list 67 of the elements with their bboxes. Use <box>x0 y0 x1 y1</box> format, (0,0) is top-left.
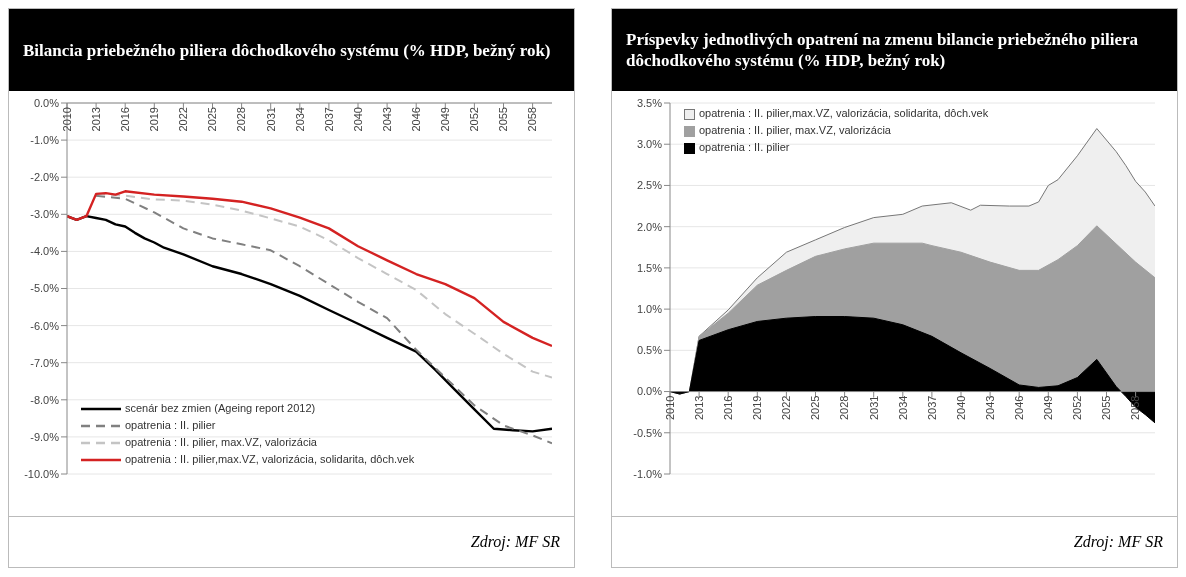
x-tick-label: 2028 <box>838 395 851 421</box>
x-tick-label: 2034 <box>896 395 909 421</box>
chart-title: Príspevky jednotlivých opatrení na zmenu bilancie priebežného piliera dôchodkového systému (% HDP, bežný rok) <box>626 29 1140 71</box>
y-tick-label: -0.5% <box>633 426 663 439</box>
x-tick-label: 2049 <box>439 107 452 132</box>
y-tick-label: 0.0% <box>33 96 60 109</box>
x-tick-label: 2058 <box>1129 395 1142 421</box>
x-tick-label: 2052 <box>468 107 481 132</box>
x-tick-label: 2013 <box>89 107 102 132</box>
x-tick-label: 2025 <box>206 107 219 132</box>
x-tick-label: 2025 <box>809 395 822 421</box>
y-tick-label: -5.0% <box>30 282 60 295</box>
y-tick-label: 2.5% <box>636 179 663 192</box>
legend-label: opatrenia : II. pilier,max.VZ, valorizácia, solidarita, dôch.vek <box>699 107 989 119</box>
legend-label: opatrenia : II. pilier, max.VZ, valorizácia <box>699 124 891 136</box>
y-tick-label: -6.0% <box>30 319 60 332</box>
chart-title: Bilancia priebežného piliera dôchodkového systému (% HDP, bežný rok) <box>23 39 551 61</box>
y-tick-label: 3.5% <box>636 96 663 109</box>
x-tick-label: 2037 <box>322 107 335 132</box>
y-tick-label: 0.0% <box>636 385 663 398</box>
y-tick-label: -9.0% <box>30 430 60 443</box>
x-tick-label: 2019 <box>148 107 161 132</box>
x-tick-label: 2022 <box>177 107 190 132</box>
x-tick-label: 2055 <box>1100 395 1113 421</box>
x-tick-label: 2055 <box>497 107 510 132</box>
text: Zdroj: MF SR <box>470 533 560 551</box>
y-tick-label: -2.0% <box>30 171 60 184</box>
x-tick-label: 2031 <box>867 395 880 421</box>
x-tick-label: 2016 <box>119 107 132 132</box>
legend-label: opatrenia : II. pilier,max.VZ, valorizácia, solidarita, dôch.vek <box>125 453 415 465</box>
y-tick-label: 1.5% <box>636 261 663 274</box>
x-tick-label: 2010 <box>60 107 73 132</box>
x-tick-label: 2022 <box>780 395 793 421</box>
x-tick-label: 2043 <box>983 395 996 421</box>
y-tick-label: -7.0% <box>30 356 60 369</box>
y-tick-label: 3.0% <box>636 138 663 151</box>
y-tick-label: -1.0% <box>633 467 663 480</box>
x-tick-label: 2013 <box>692 395 705 421</box>
y-tick-label: 1.0% <box>636 303 663 316</box>
y-tick-label: -4.0% <box>30 245 60 258</box>
y-tick-label: -10.0% <box>24 467 60 480</box>
legend-label: opatrenia : II. pilier <box>699 141 790 153</box>
x-tick-label: 2043 <box>380 107 393 132</box>
y-tick-label: -8.0% <box>30 393 60 406</box>
x-tick-label: 2046 <box>410 107 423 132</box>
x-tick-label: 2040 <box>954 395 967 421</box>
text: Zdroj: MF SR <box>1073 533 1163 551</box>
y-tick-label: 0.5% <box>636 344 663 357</box>
x-tick-label: 2028 <box>235 107 248 132</box>
x-tick-label: 2031 <box>264 107 277 132</box>
y-tick-label: -3.0% <box>30 208 60 221</box>
y-tick-label: 2.0% <box>636 220 663 233</box>
x-tick-label: 2034 <box>293 107 306 132</box>
x-tick-label: 2040 <box>351 107 364 132</box>
line-series <box>67 190 552 348</box>
legend-label: scenár bez zmien (Ageing report 2012) <box>125 402 316 414</box>
x-tick-label: 2049 <box>1042 395 1055 421</box>
x-tick-label: 2046 <box>1013 395 1026 421</box>
x-tick-label: 2010 <box>663 395 676 421</box>
x-tick-label: 2019 <box>751 395 764 421</box>
x-tick-label: 2037 <box>925 395 938 421</box>
x-tick-label: 2016 <box>722 395 735 421</box>
legend-label: opatrenia : II. pilier <box>125 419 216 431</box>
x-tick-label: 2052 <box>1071 395 1084 421</box>
y-tick-label: -1.0% <box>30 134 60 147</box>
legend-label: opatrenia : II. pilier, max.VZ, valorizácia <box>125 436 317 448</box>
x-tick-label: 2058 <box>526 107 539 132</box>
